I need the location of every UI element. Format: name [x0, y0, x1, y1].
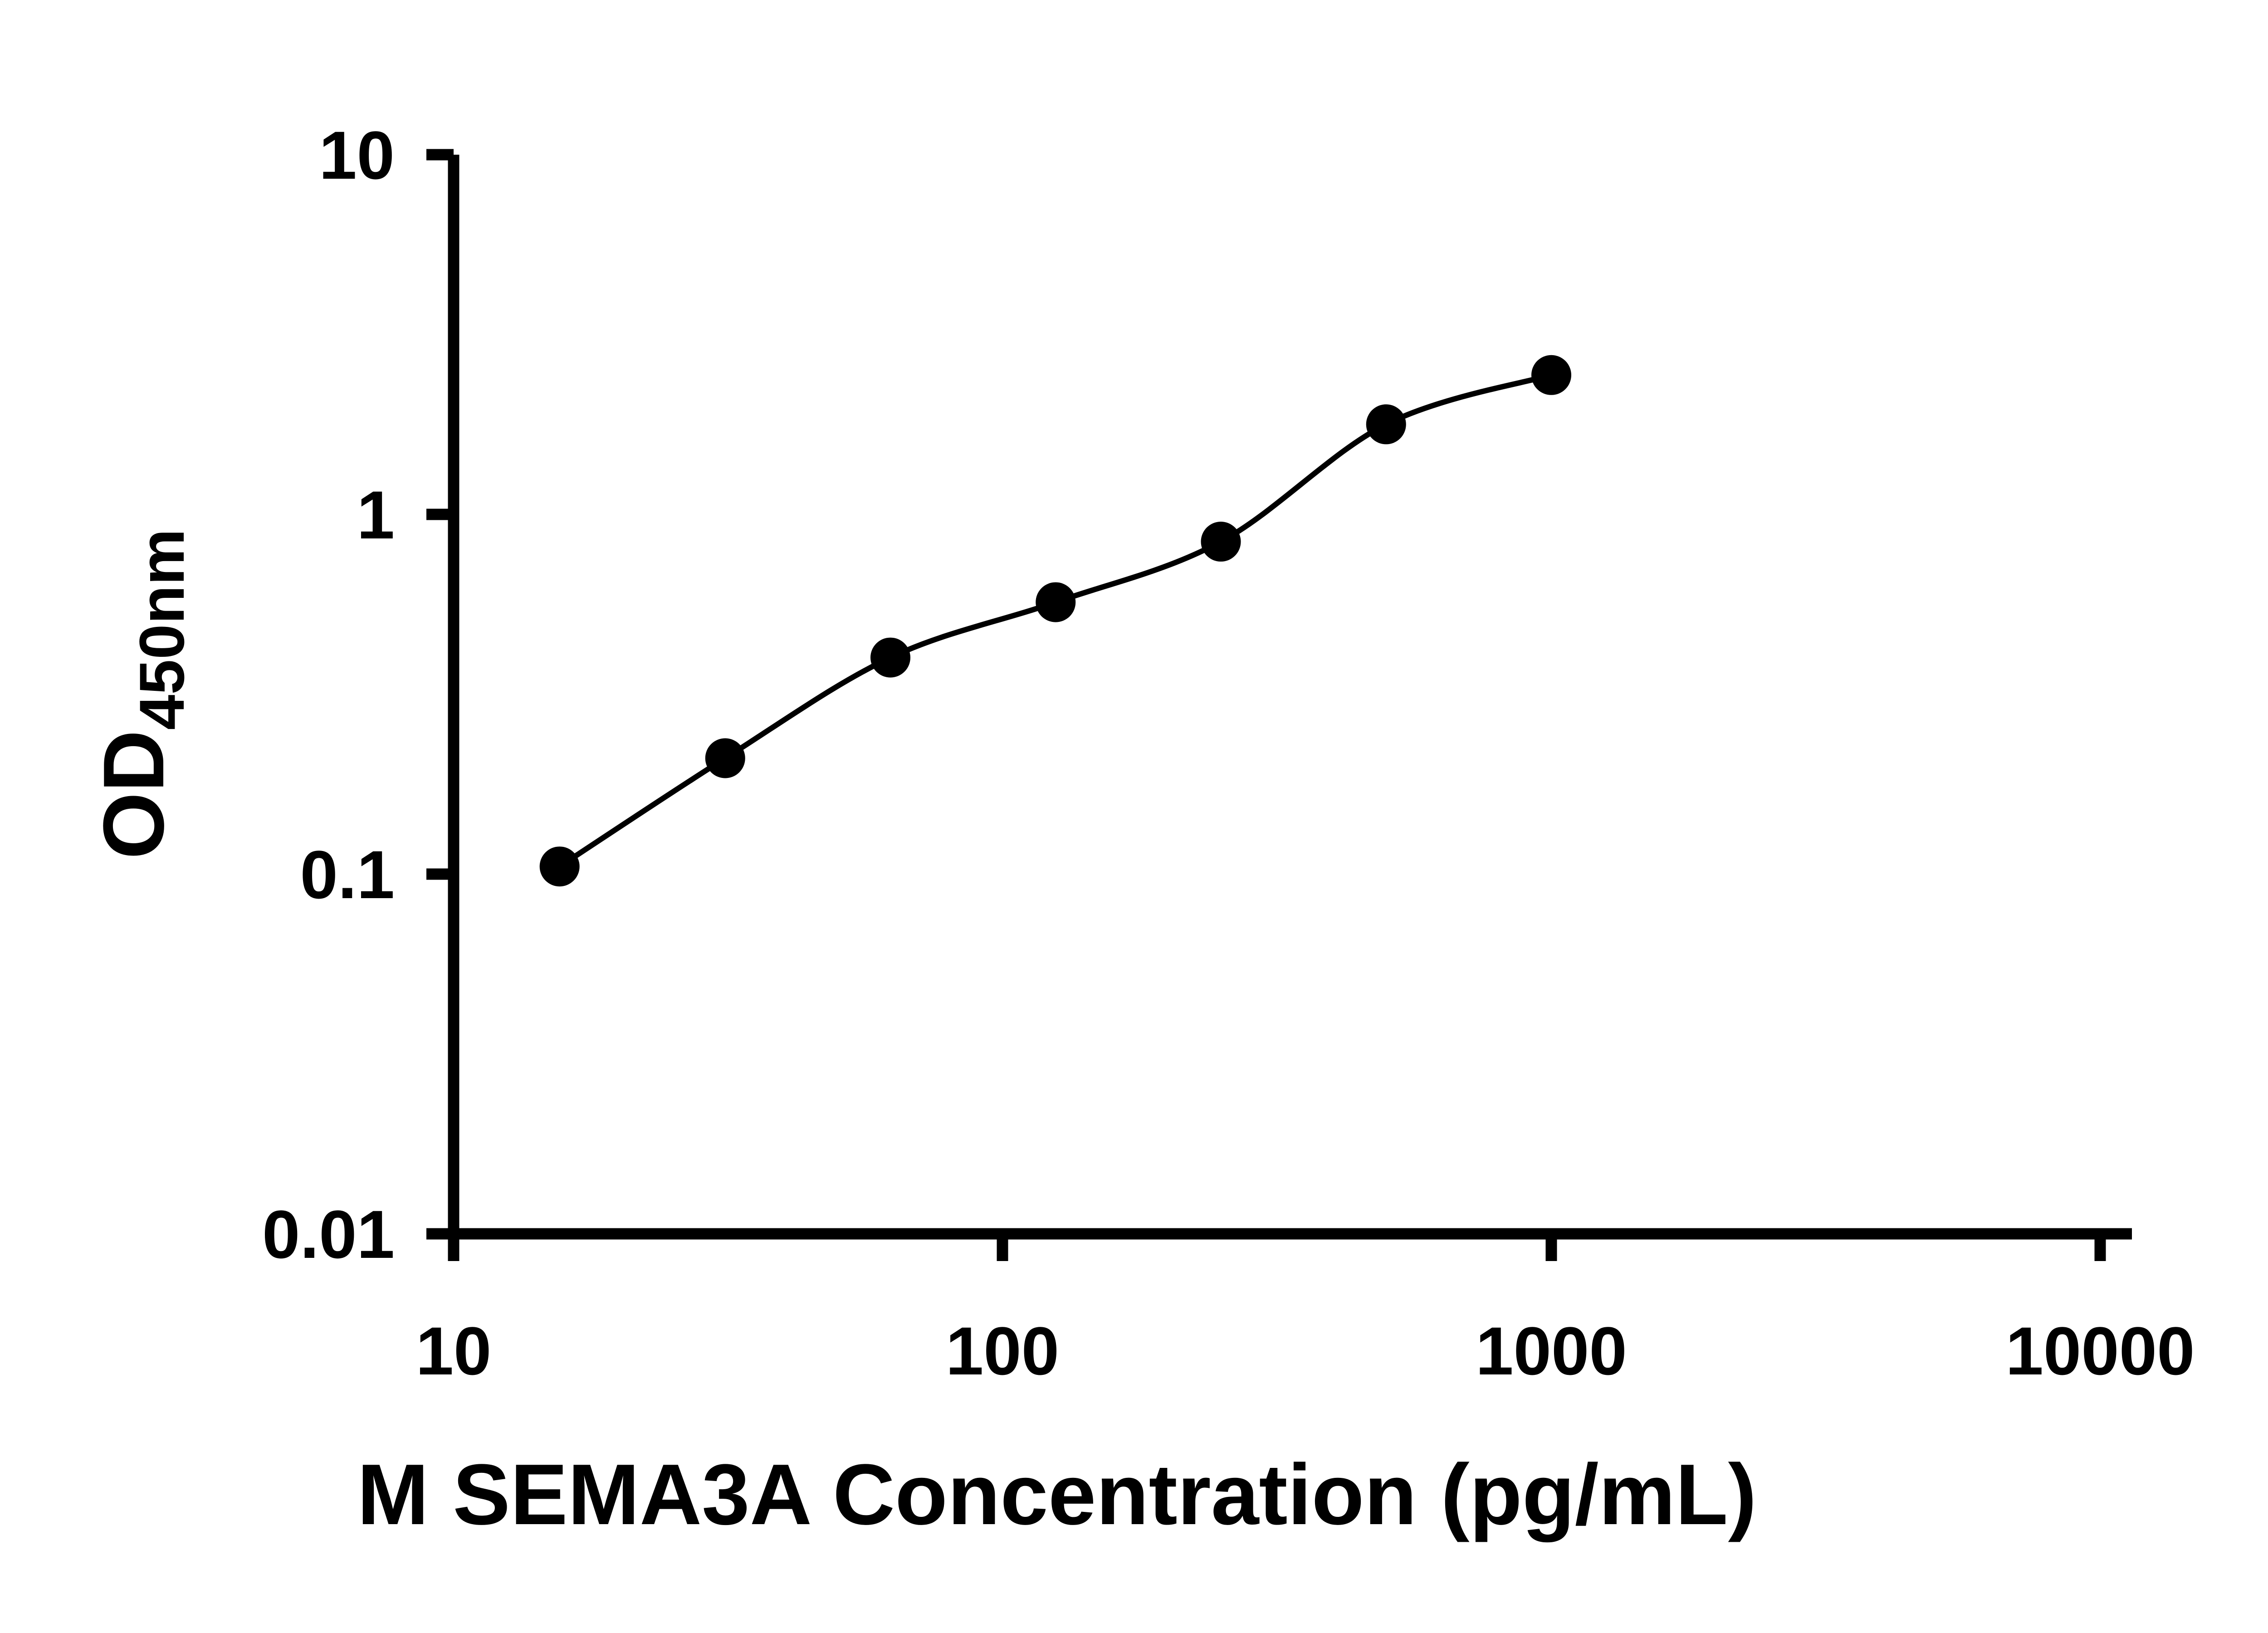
data-point	[1036, 582, 1076, 622]
data-point	[705, 738, 745, 778]
x-tick-label: 1000	[1476, 1313, 1627, 1389]
axis-lines	[448, 155, 2132, 1240]
y-tick-label: 0.01	[262, 1196, 395, 1272]
x-tick-label: 100	[946, 1313, 1059, 1389]
x-tick-label: 10	[416, 1313, 492, 1389]
y-axis-title-subscript: 450nm	[126, 529, 197, 730]
y-tick-label: 1	[357, 477, 395, 553]
x-tick-label: 10000	[2005, 1313, 2195, 1389]
y-tick-label: 10	[319, 117, 395, 193]
data-point	[1531, 355, 1571, 395]
x-axis-title: M SEMA3A Concentration (pg/mL)	[357, 1447, 1757, 1543]
data-point	[1366, 404, 1406, 445]
y-axis-title: OD450nm	[86, 529, 197, 860]
plot-area: 0.01 0.1 1 10 10 100 1000 10000	[262, 117, 2195, 1389]
data-point	[539, 846, 580, 887]
data-point	[1201, 522, 1241, 562]
y-tick-label: 0.1	[300, 836, 395, 913]
y-axis-title-main: OD	[86, 730, 182, 859]
data-point	[870, 637, 911, 678]
